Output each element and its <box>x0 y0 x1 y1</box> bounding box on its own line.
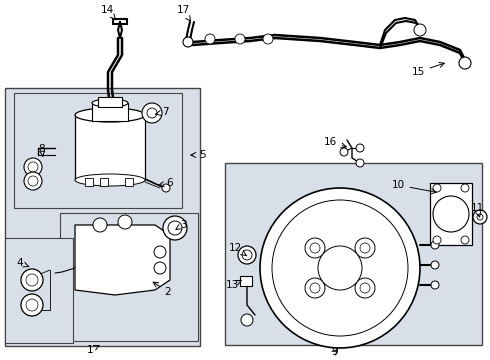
Circle shape <box>318 246 362 290</box>
Text: 9: 9 <box>332 347 338 357</box>
Circle shape <box>28 162 38 172</box>
Text: 7: 7 <box>156 107 168 117</box>
Polygon shape <box>75 225 170 295</box>
Circle shape <box>163 216 187 240</box>
Bar <box>240 276 252 286</box>
Ellipse shape <box>75 174 145 186</box>
Circle shape <box>431 281 439 289</box>
Circle shape <box>433 184 441 192</box>
Ellipse shape <box>75 108 145 122</box>
Circle shape <box>238 246 256 264</box>
Bar <box>14 93 182 208</box>
Text: 14: 14 <box>100 5 116 20</box>
Bar <box>5 88 200 346</box>
Circle shape <box>26 274 38 286</box>
Circle shape <box>168 221 182 235</box>
Bar <box>100 178 108 186</box>
Bar <box>98 97 122 107</box>
Circle shape <box>272 200 408 336</box>
Text: 5: 5 <box>191 150 205 160</box>
Circle shape <box>360 283 370 293</box>
Circle shape <box>433 236 441 244</box>
Circle shape <box>24 158 42 176</box>
Bar <box>60 213 198 341</box>
Polygon shape <box>430 183 472 245</box>
Bar <box>92 103 128 121</box>
Circle shape <box>356 159 364 167</box>
Circle shape <box>356 144 364 152</box>
Circle shape <box>355 278 375 298</box>
Circle shape <box>310 283 320 293</box>
Circle shape <box>21 269 43 291</box>
Circle shape <box>477 214 483 220</box>
Text: 8: 8 <box>39 144 45 157</box>
Circle shape <box>118 215 132 229</box>
Bar <box>85 178 93 186</box>
Text: 10: 10 <box>392 180 436 194</box>
Circle shape <box>205 34 215 44</box>
Circle shape <box>241 314 253 326</box>
Circle shape <box>431 241 439 249</box>
Circle shape <box>28 176 38 186</box>
Text: 1: 1 <box>87 345 99 355</box>
Circle shape <box>142 103 162 123</box>
Circle shape <box>473 210 487 224</box>
Circle shape <box>242 250 252 260</box>
Circle shape <box>310 243 320 253</box>
Text: 12: 12 <box>228 243 247 256</box>
Bar <box>5 238 73 343</box>
Circle shape <box>260 188 420 348</box>
Bar <box>225 163 482 345</box>
Circle shape <box>21 294 43 316</box>
Bar <box>75 115 145 180</box>
Circle shape <box>305 278 325 298</box>
Circle shape <box>433 196 469 232</box>
Ellipse shape <box>92 99 128 107</box>
Text: 13: 13 <box>225 280 242 290</box>
Circle shape <box>93 218 107 232</box>
Text: 6: 6 <box>159 178 173 188</box>
Circle shape <box>414 24 426 36</box>
Text: 2: 2 <box>153 282 172 297</box>
Circle shape <box>162 184 170 192</box>
Circle shape <box>154 262 166 274</box>
Circle shape <box>263 34 273 44</box>
Text: 17: 17 <box>176 5 191 21</box>
Circle shape <box>355 238 375 258</box>
Circle shape <box>26 299 38 311</box>
Circle shape <box>305 238 325 258</box>
Text: 16: 16 <box>323 137 346 148</box>
Circle shape <box>459 57 471 69</box>
Circle shape <box>183 37 193 47</box>
Circle shape <box>461 236 469 244</box>
Bar <box>125 178 133 186</box>
Circle shape <box>431 261 439 269</box>
Text: 11: 11 <box>470 203 484 217</box>
Circle shape <box>360 243 370 253</box>
Circle shape <box>154 246 166 258</box>
Text: 4: 4 <box>17 258 29 268</box>
Text: 15: 15 <box>412 62 444 77</box>
Circle shape <box>235 34 245 44</box>
Circle shape <box>24 172 42 190</box>
Circle shape <box>461 184 469 192</box>
Circle shape <box>147 108 157 118</box>
Circle shape <box>340 148 348 156</box>
Text: 3: 3 <box>176 220 186 230</box>
